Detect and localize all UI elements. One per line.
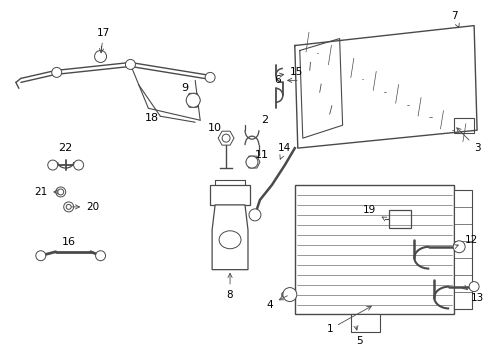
Circle shape [282, 288, 296, 302]
Text: 14: 14 [278, 143, 291, 159]
Circle shape [63, 202, 74, 212]
Ellipse shape [219, 231, 241, 249]
Circle shape [56, 187, 65, 197]
Text: 8: 8 [226, 273, 233, 300]
Text: 13: 13 [462, 285, 483, 302]
Polygon shape [212, 205, 247, 270]
Text: 22: 22 [59, 143, 73, 153]
Circle shape [186, 93, 200, 107]
Text: 17: 17 [97, 28, 110, 53]
Bar [453, 190, 471, 310]
Circle shape [52, 67, 61, 77]
Text: 5: 5 [353, 325, 362, 346]
Circle shape [48, 160, 58, 170]
Bar [388, 210, 410, 228]
Circle shape [74, 160, 83, 170]
Circle shape [248, 209, 261, 221]
Bar [294, 185, 453, 315]
Text: 6: 6 [274, 75, 296, 85]
Text: 19: 19 [362, 205, 386, 221]
Text: 15: 15 [279, 67, 303, 77]
Text: 1: 1 [325, 306, 370, 334]
Polygon shape [186, 93, 200, 107]
Bar [210, 185, 249, 205]
Bar [350, 315, 380, 332]
Text: 3: 3 [456, 128, 479, 153]
Circle shape [205, 72, 215, 82]
Text: 11: 11 [254, 150, 268, 160]
Text: 12: 12 [453, 235, 477, 248]
Circle shape [36, 251, 46, 261]
Text: 21: 21 [34, 187, 58, 197]
Circle shape [452, 241, 464, 253]
Polygon shape [245, 156, 260, 168]
Circle shape [468, 282, 478, 292]
Text: 18: 18 [145, 113, 159, 123]
Circle shape [66, 204, 71, 210]
Circle shape [245, 156, 258, 168]
Circle shape [94, 50, 106, 62]
Bar [453, 118, 473, 133]
Polygon shape [218, 131, 234, 145]
Text: 16: 16 [61, 237, 76, 247]
Text: 9: 9 [182, 84, 188, 93]
Text: 4: 4 [266, 296, 287, 310]
Circle shape [222, 134, 229, 142]
Text: 7: 7 [450, 11, 458, 28]
Text: 20: 20 [71, 202, 99, 212]
Text: 10: 10 [208, 123, 222, 133]
Circle shape [125, 59, 135, 69]
Circle shape [95, 251, 105, 261]
Text: 2: 2 [261, 115, 268, 125]
Circle shape [58, 189, 63, 195]
